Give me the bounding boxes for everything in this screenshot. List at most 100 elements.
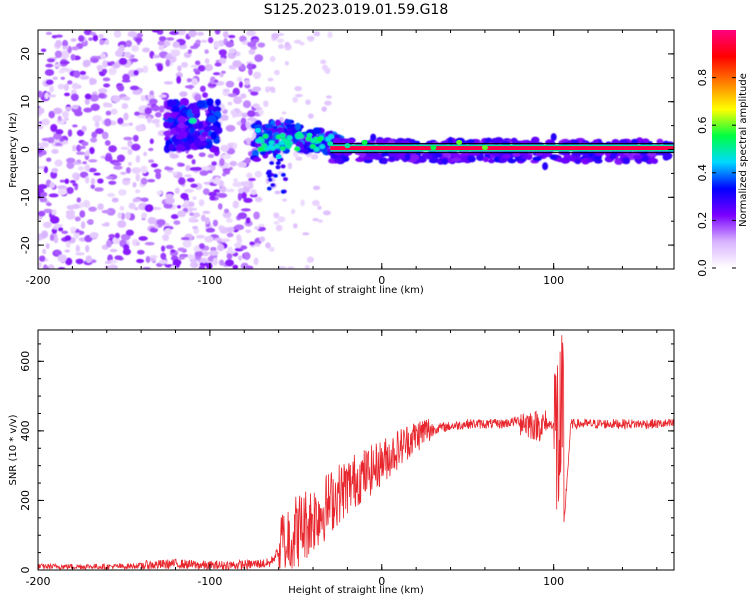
spectrogram-cell (208, 191, 218, 197)
spectrogram-cell (152, 105, 160, 112)
spectrogram-cell (313, 31, 321, 37)
spectrogram-cell (205, 227, 216, 233)
y-tick-label: 600 (19, 351, 32, 372)
spectrogram-cell (127, 148, 133, 155)
spectrogram-cell (62, 39, 69, 48)
spectrogram-cell (149, 138, 154, 145)
spectrogram-cell (38, 90, 43, 98)
spectrogram-cell (82, 61, 90, 68)
spectrogram-cell (94, 187, 104, 192)
spectrogram-cell (168, 143, 175, 151)
spectrogram-cell (101, 209, 112, 214)
snr-frame (37, 329, 675, 571)
spectrogram-cell (138, 236, 148, 241)
spectrogram-cell (370, 133, 377, 142)
spectrogram-cell (196, 100, 206, 109)
spectrogram-cell (50, 124, 58, 132)
spectrogram-cell (131, 45, 139, 52)
spectrogram-cell (324, 67, 331, 74)
spectrogram-cell (53, 236, 59, 244)
spectrogram-cell (57, 254, 67, 263)
spectrogram-cell (73, 70, 81, 79)
spectrogram-cell (240, 208, 251, 212)
spectrogram-cell (102, 77, 111, 82)
spectrogram-cell (82, 161, 87, 165)
spectrogram-cell (272, 173, 278, 178)
spectrogram-cell (219, 73, 224, 78)
spectrogram-cell (118, 189, 127, 196)
spectrogram-cell (164, 228, 172, 236)
colorbar-ticks: 0.0 0.2 0.4 0.6 0.8 (696, 69, 736, 277)
spectrogram-cell (279, 133, 286, 138)
spectrogram-cell (294, 122, 301, 131)
spectrogram-cell (59, 179, 66, 183)
spectrogram-cell (140, 94, 146, 102)
spectrogram-cell (222, 30, 229, 38)
spectrogram-cell (312, 127, 322, 135)
snr-line (38, 335, 674, 570)
spectrogram-cell (51, 209, 57, 215)
spectrogram-cell (220, 185, 227, 193)
spectrogram-cell (136, 115, 147, 119)
spectrogram-cell (77, 165, 85, 172)
spectrogram-cell (40, 48, 47, 53)
spectrogram-cell (187, 201, 195, 208)
spectrogram-cell (131, 167, 142, 174)
spectrogram-cell (156, 219, 166, 226)
spectrogram-cell (84, 164, 91, 172)
spectrogram-cell (280, 189, 286, 194)
spectrogram-cell (127, 31, 138, 38)
spectrogram-cell (273, 212, 280, 219)
spectrogram-cell (88, 167, 97, 173)
spectrogram-cell (245, 229, 252, 234)
spectrogram-cell (306, 256, 314, 263)
spectrogram-cell (133, 198, 141, 203)
spectrogram-cell (97, 64, 103, 72)
spectrogram-cell (209, 76, 216, 85)
spectrogram-cell (248, 89, 253, 93)
x-tick-label: 0 (378, 575, 385, 588)
spectrogram-cell (66, 161, 75, 169)
spectrogram-cell (293, 223, 298, 229)
spectrogram-cell (246, 137, 251, 146)
spectrogram-cell (280, 172, 286, 177)
spectrogram-cell (286, 135, 293, 141)
spectrogram-cell (252, 86, 262, 92)
spectrogram-cell (214, 98, 221, 107)
spectrogram-cell (199, 85, 206, 93)
spectrogram-cell (94, 120, 100, 128)
spectrogram-cell (284, 139, 291, 145)
spectrogram-cell (592, 139, 599, 146)
spectrogram-cell (232, 142, 238, 150)
spectrogram-cell (319, 144, 326, 150)
spectrogram-cell (209, 195, 216, 201)
spectrogram-cell (317, 205, 322, 210)
spectrogram-cell (280, 164, 286, 169)
spectrogram-cell (123, 136, 133, 141)
spectrogram-cell (54, 249, 61, 256)
spectrogram-cell (57, 83, 65, 90)
spectrogram-cell (64, 117, 69, 121)
spectrogram-cell (120, 146, 130, 150)
spectrogram-cell (247, 110, 256, 118)
spectrogram-cell (45, 63, 54, 68)
spectrogram-cell (202, 188, 210, 195)
spectrogram-cell (125, 167, 131, 174)
y-tick-label: 400 (19, 420, 32, 441)
spectrogram-cell (186, 177, 195, 183)
spectrogram-cell (148, 159, 155, 164)
spectrogram-cell (134, 111, 141, 116)
spectrogram-cell (307, 113, 314, 119)
spectrogram-cell (507, 158, 517, 164)
spectrogram-cell (49, 216, 60, 224)
spectrogram-cell (284, 41, 290, 48)
spectrogram-cell (228, 34, 236, 39)
x-tick-label: -100 (197, 274, 222, 287)
spectrogram-cell (253, 211, 260, 220)
spectrogram-cell (127, 140, 133, 148)
spectrogram-cell (232, 60, 242, 68)
y-tick-label: 10 (19, 95, 32, 109)
spectrogram-cell (64, 178, 70, 185)
spectrogram-cell (175, 145, 186, 151)
spectrogram-cell (70, 93, 79, 102)
